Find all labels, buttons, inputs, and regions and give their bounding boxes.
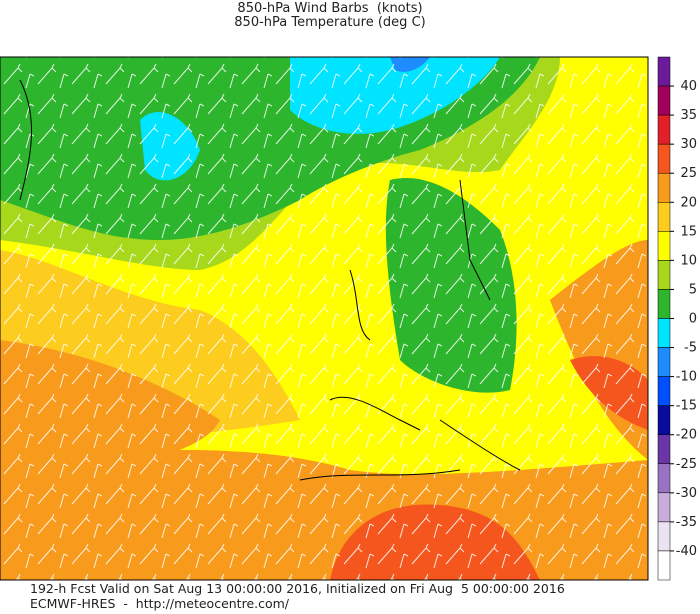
colorbar-label: 40 bbox=[680, 79, 697, 94]
colorbar-label: -30 bbox=[676, 486, 697, 501]
colorbar-segment bbox=[657, 434, 671, 465]
colorbar-label: 5 bbox=[689, 282, 697, 297]
colorbar-label: 25 bbox=[680, 166, 697, 181]
colorbar-label: -20 bbox=[676, 428, 697, 443]
footer-line: 192-h Fcst Valid on Sat Aug 13 00:00:00 … bbox=[30, 581, 565, 596]
colorbar-label: 0 bbox=[689, 312, 697, 327]
colorbar-segment bbox=[657, 202, 671, 232]
colorbar-segment bbox=[657, 318, 671, 348]
colorbar-label: -10 bbox=[676, 370, 697, 385]
colorbar-segment bbox=[657, 114, 671, 145]
colorbar-segment bbox=[657, 231, 671, 261]
colorbar-label: -40 bbox=[676, 544, 697, 559]
colorbar-label: 10 bbox=[680, 253, 697, 268]
colorbar-segment bbox=[657, 85, 671, 116]
colorbar-segment bbox=[657, 260, 671, 290]
colorbar-label: -15 bbox=[676, 399, 697, 414]
colorbar-segment bbox=[657, 521, 671, 552]
colorbar: 40 35 30 25 20 15 10 5 0 -5 -10 -15 -20 -25 -30 -35 -40 bbox=[657, 56, 697, 581]
colorbar-segment bbox=[657, 463, 671, 494]
colorbar-label: -35 bbox=[676, 515, 697, 530]
header-line: 850-hPa Temperature (deg C) bbox=[234, 15, 425, 30]
colorbar-segment bbox=[657, 376, 671, 406]
colorbar-label: -5 bbox=[684, 341, 697, 356]
colorbar-segment bbox=[657, 143, 671, 174]
colorbar-segment bbox=[657, 172, 671, 203]
colorbar-segment bbox=[657, 492, 671, 523]
colorbar-segment bbox=[657, 405, 671, 435]
colorbar-label: 30 bbox=[680, 137, 697, 152]
header-line: 850-hPa Wind Barbs (knots) bbox=[237, 1, 422, 16]
colorbar-segment bbox=[657, 56, 671, 87]
colorbar-segment bbox=[657, 289, 671, 319]
colorbar-label: 35 bbox=[680, 108, 697, 123]
footer-line: ECMWF-HRES - http://meteocentre.com/ bbox=[30, 596, 290, 611]
colorbar-segment bbox=[657, 550, 671, 581]
colorbar-segment bbox=[657, 347, 671, 377]
colorbar-label: 20 bbox=[680, 195, 697, 210]
colorbar-label: 15 bbox=[680, 224, 697, 239]
map-frame bbox=[0, 56, 649, 581]
map bbox=[0, 57, 648, 580]
colorbar-label: -25 bbox=[676, 457, 697, 472]
